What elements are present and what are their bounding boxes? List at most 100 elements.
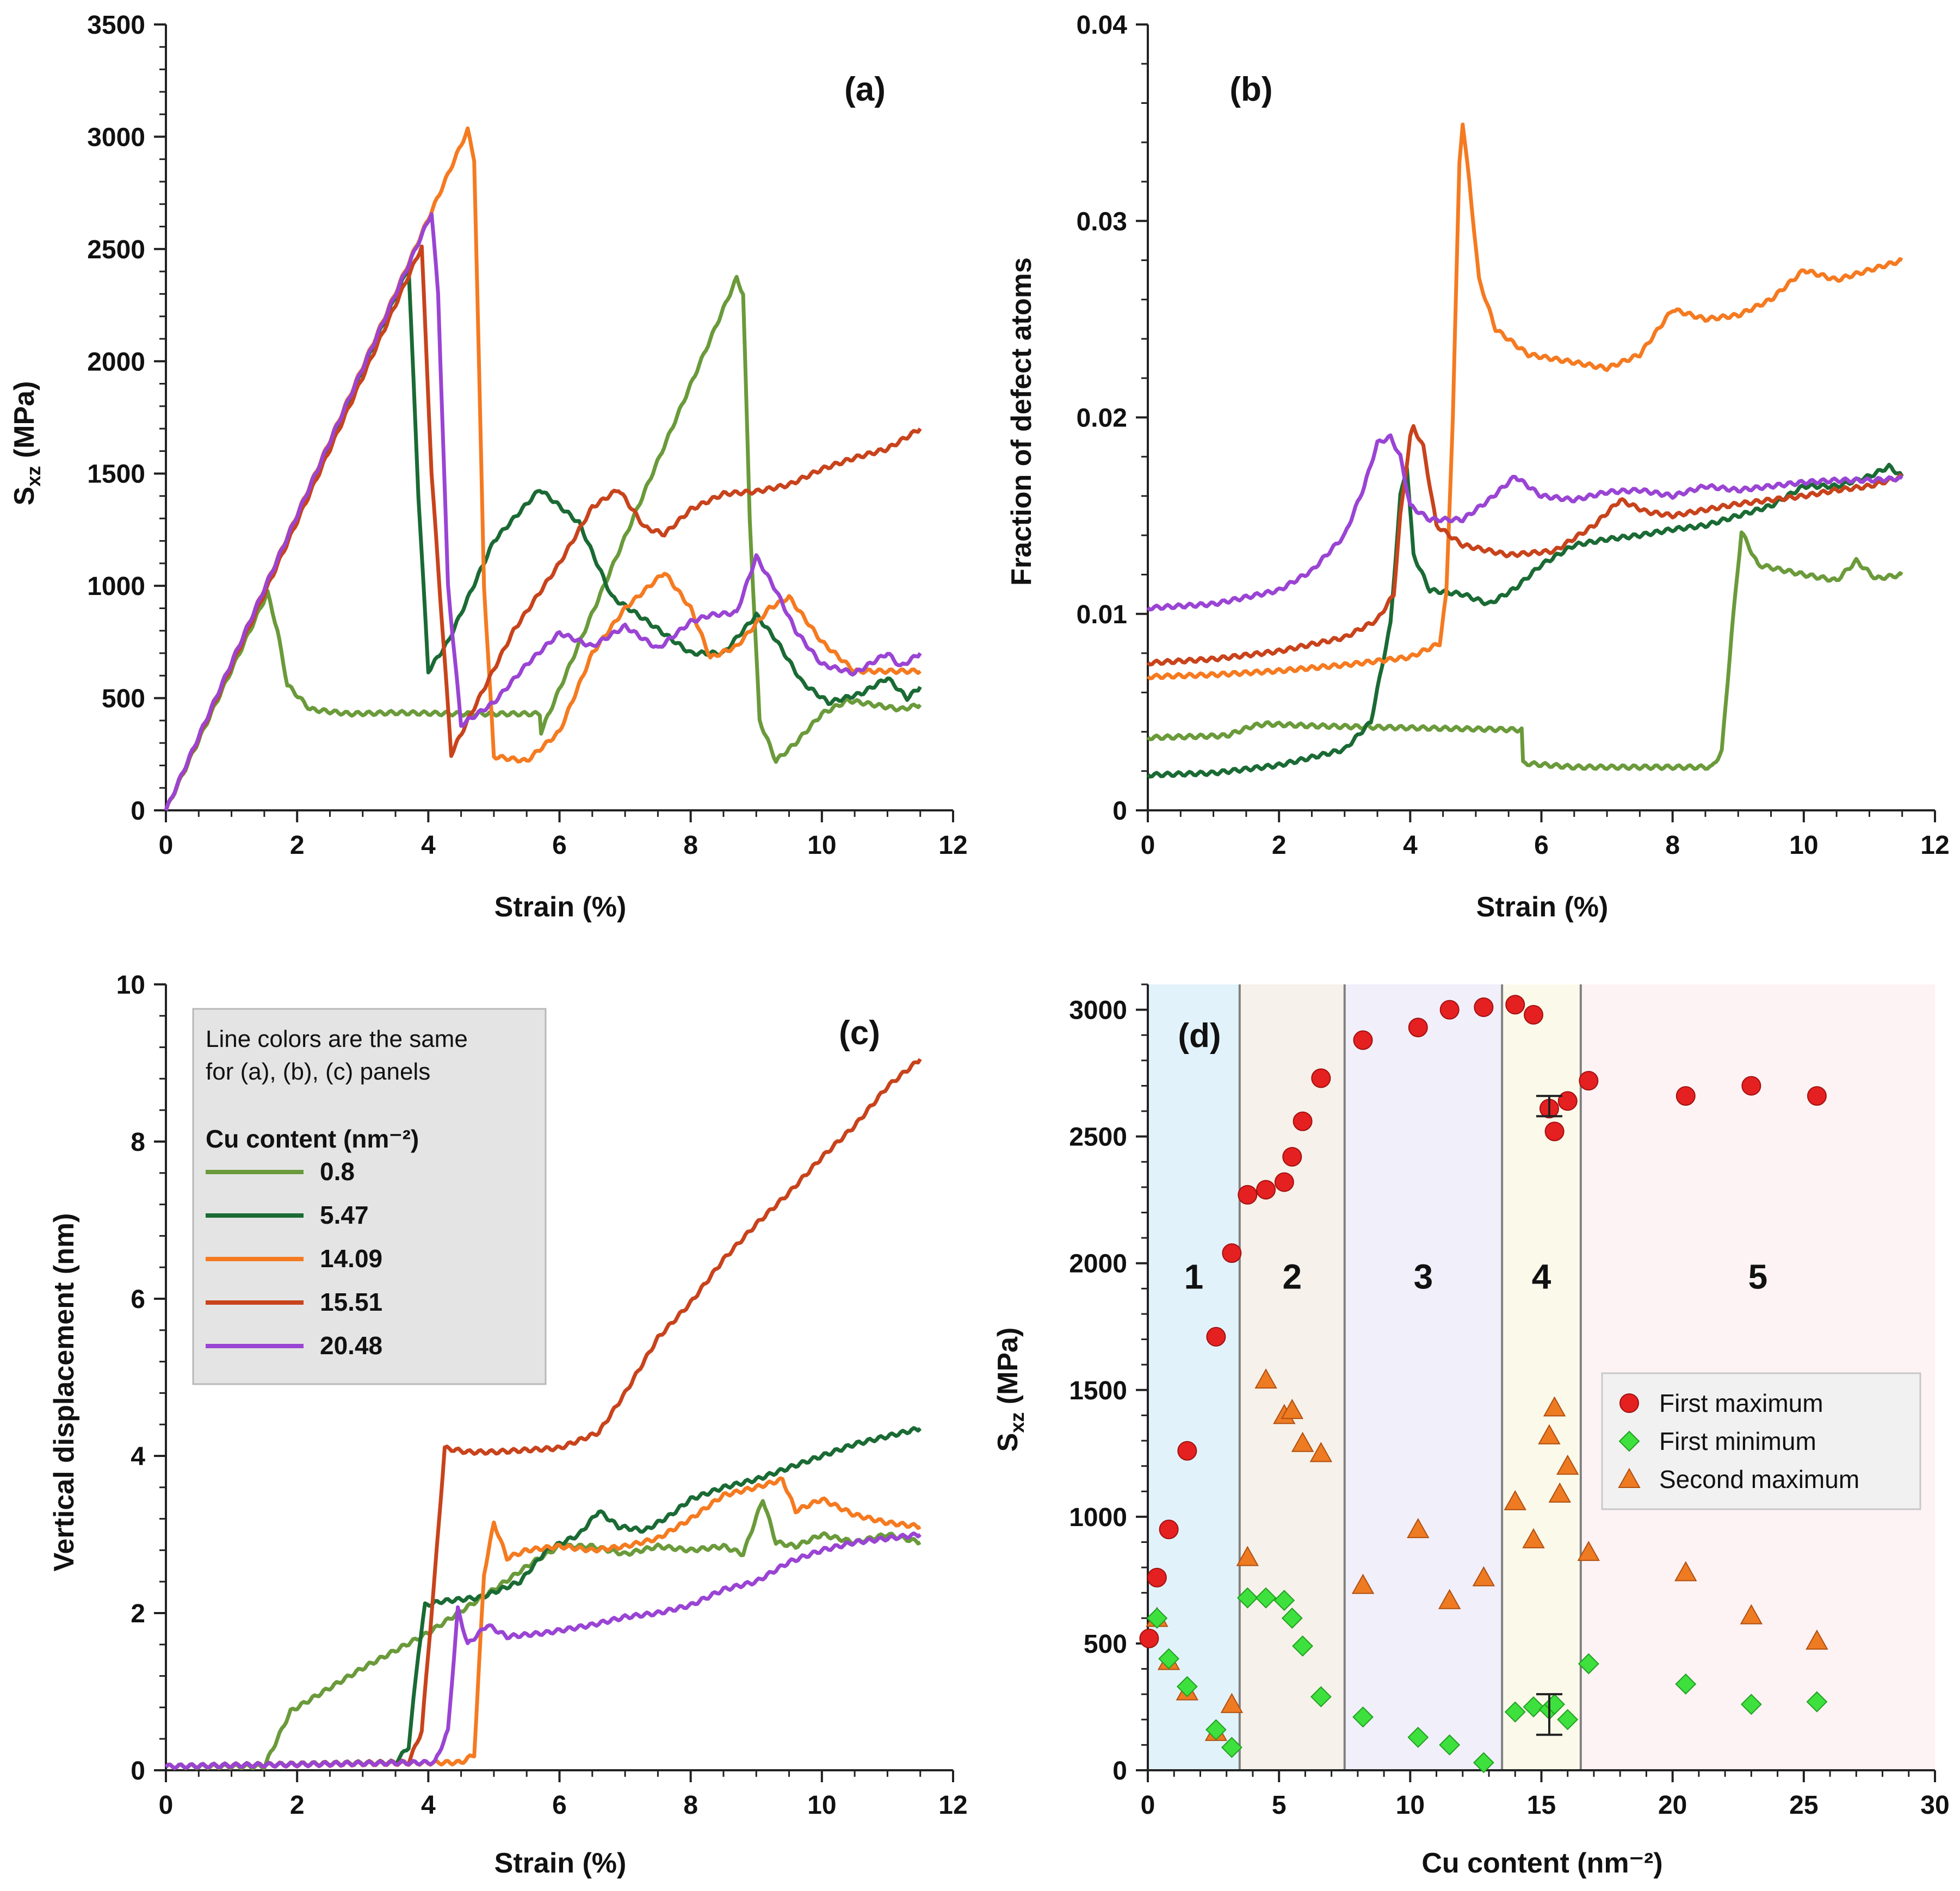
point-first-minimum <box>1158 1648 1180 1670</box>
y-tick-label: 0.02 <box>1077 404 1127 433</box>
x-tick-label: 25 <box>1789 1791 1818 1820</box>
panel-b-ticks: 0 2 4 6 8 10 12 0 0.01 0.02 0.03 0.04 <box>1077 11 1950 860</box>
series-line-5.47 <box>1146 462 1904 779</box>
point-first-minimum <box>1146 1607 1168 1629</box>
y-tick-label: 0 <box>131 1757 145 1785</box>
point-second-maximum <box>1740 1604 1763 1625</box>
point-first-minimum <box>1273 1590 1295 1611</box>
point-second-maximum <box>1504 1490 1526 1510</box>
point-first-maximum <box>1177 1441 1197 1461</box>
x-tick-label: 6 <box>1534 831 1549 860</box>
scatter-legend-box <box>1601 1372 1921 1510</box>
y-tick-label: 0 <box>1112 797 1127 826</box>
point-second-maximum <box>1577 1541 1600 1561</box>
legend-marker-first-maximum <box>1619 1393 1639 1413</box>
line-legend-entries: 0.8 5.47 14.09 15.51 20.48 <box>206 1157 382 1360</box>
point-first-minimum <box>1523 1696 1544 1718</box>
point-first-maximum <box>1311 1068 1331 1088</box>
panel-a-ylabel-sub: xz <box>22 466 45 487</box>
point-first-maximum <box>1579 1071 1599 1091</box>
point-first-minimum <box>1806 1691 1828 1713</box>
series-line-20.48 <box>164 212 922 811</box>
panel-d: 1 2 3 4 5 0 5 10 15 20 25 30 0 500 1000 1500 2000 2500 30… <box>992 983 1950 1879</box>
point-second-maximum <box>1548 1482 1571 1503</box>
point-first-minimum <box>1255 1587 1277 1609</box>
x-tick-label: 0 <box>1141 1791 1155 1820</box>
point-first-maximum <box>1439 1000 1460 1020</box>
x-tick-label: 2 <box>290 1791 305 1820</box>
legend-label-20.48: 20.48 <box>320 1331 382 1360</box>
region-1 <box>1148 984 1240 1770</box>
line-legend: Line colors are the same for (a), (b), (… <box>192 1008 547 1385</box>
panel-b: 0 2 4 6 8 10 12 0 0.01 0.02 0.03 0.04 (b) Strain (%… <box>1006 11 1950 923</box>
legend-entry-label: First minimum <box>1659 1427 1816 1455</box>
x-tick-label: 10 <box>1396 1791 1425 1820</box>
point-first-minimum <box>1292 1635 1313 1657</box>
point-first-maximum <box>1282 1146 1302 1167</box>
x-tick-label: 5 <box>1272 1791 1287 1820</box>
point-second-maximum <box>1806 1629 1828 1650</box>
panel-a: 0 2 4 6 8 10 12 0 500 1000 1500 2000 2500 3000 3500 (a… <box>9 11 968 923</box>
series-line-15.51 <box>164 244 922 811</box>
point-second-maximum <box>1522 1528 1545 1548</box>
x-tick-label: 10 <box>1789 831 1818 860</box>
x-tick-label: 12 <box>1920 831 1949 860</box>
panel-b-ylabel: Fraction of defect atoms <box>1006 257 1037 586</box>
panel-d-xlabel: Cu content (nm⁻²) <box>1421 1847 1662 1879</box>
point-second-maximum <box>1543 1396 1566 1417</box>
panel-c-series <box>164 1058 922 1770</box>
panel-a-ylabel: Sxz (MPa) <box>9 381 45 506</box>
y-tick-label: 2500 <box>1069 1123 1127 1152</box>
panel-c-letter: (c) <box>839 1014 880 1052</box>
panel-b-letter: (b) <box>1229 71 1272 108</box>
y-tick-label: 0.03 <box>1077 207 1127 236</box>
legend-note-line1: Line colors are the same <box>206 1026 468 1052</box>
panel-a-xlabel: Strain (%) <box>494 891 627 923</box>
x-tick-label: 12 <box>938 1791 967 1820</box>
point-first-minimum <box>1236 1587 1258 1609</box>
region-2 <box>1239 984 1345 1770</box>
point-second-maximum <box>1254 1368 1277 1389</box>
y-tick-label: 0.04 <box>1077 11 1128 40</box>
series-line-15.51 <box>1146 424 1903 667</box>
series-line-20.48 <box>1146 433 1903 612</box>
legend-entry-label: Second maximum <box>1659 1465 1859 1493</box>
point-first-minimum <box>1740 1694 1762 1715</box>
legend-label-15.51: 15.51 <box>320 1288 382 1316</box>
point-first-maximum <box>1505 995 1525 1015</box>
point-first-minimum <box>1407 1726 1429 1748</box>
panel-b-series <box>1146 122 1904 779</box>
point-first-minimum <box>1281 1607 1303 1629</box>
point-second-maximum <box>1407 1518 1430 1539</box>
point-second-maximum <box>1556 1454 1579 1475</box>
y-tick-label: 2 <box>131 1599 145 1628</box>
panel-a-series <box>164 126 922 811</box>
region-label-2: 2 <box>1282 1257 1302 1296</box>
point-first-maximum <box>1139 1628 1159 1648</box>
point-second-maximum <box>1674 1561 1697 1582</box>
point-first-maximum <box>1147 1567 1167 1588</box>
y-tick-label: 2000 <box>1069 1250 1127 1279</box>
panel-c: 0 2 4 6 8 10 12 0 2 4 6 8 10 (c) Strain (%) Vertical… <box>48 971 968 1879</box>
scatter-legend: First maximum First minimum Second maximum <box>1601 1372 1921 1510</box>
x-tick-label: 2 <box>1272 831 1287 860</box>
panel-c-ticks: 0 2 4 6 8 10 12 0 2 4 6 8 10 <box>116 971 968 1820</box>
point-first-minimum <box>1504 1701 1526 1723</box>
y-tick-label: 8 <box>131 1128 145 1157</box>
y-tick-label: 3000 <box>1069 996 1127 1025</box>
y-tick-label: 500 <box>1084 1630 1127 1659</box>
point-first-minimum <box>1473 1752 1494 1774</box>
x-tick-label: 12 <box>938 831 967 860</box>
panel-c-xlabel: Strain (%) <box>494 1847 627 1879</box>
x-tick-label: 10 <box>807 1791 836 1820</box>
y-tick-label: 1500 <box>1069 1377 1127 1405</box>
point-first-minimum <box>1675 1673 1697 1695</box>
panel-a-ylabel-unit: (MPa) <box>9 381 40 466</box>
series-line-14.09 <box>1146 122 1903 680</box>
point-first-maximum <box>1238 1185 1258 1205</box>
y-tick-label: 2000 <box>87 348 145 376</box>
point-first-minimum <box>1176 1676 1198 1697</box>
point-first-minimum <box>1578 1653 1599 1675</box>
y-tick-label: 3500 <box>87 11 145 40</box>
